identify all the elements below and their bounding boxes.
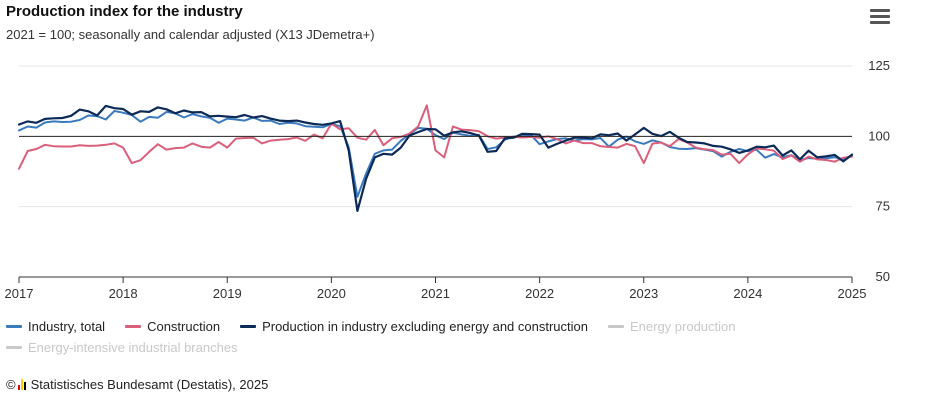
legend-item-energy-production[interactable]: Energy production (607, 318, 736, 334)
x-tick-label: 2023 (629, 286, 658, 301)
legend-label: Production in industry excluding energy … (262, 318, 588, 334)
destatis-logo-icon (17, 379, 27, 390)
logo-bar (17, 385, 20, 390)
source-text[interactable]: Statistisches Bundesamt (Destatis), 2025 (30, 377, 269, 392)
legend-swatch (6, 345, 22, 349)
copyright-symbol: © (6, 377, 16, 392)
x-tick-label: 2018 (109, 286, 138, 301)
legend-row: Industry, total Construction Production … (6, 316, 906, 336)
legend-swatch (240, 324, 257, 328)
legend-swatch (125, 324, 142, 328)
x-tick-label: 2017 (5, 286, 34, 301)
y-tick-label: 125 (868, 58, 890, 73)
y-tick-label: 100 (868, 128, 890, 143)
chart-title: Production index for the industry (6, 3, 243, 20)
chart-subtitle: 2021 = 100; seasonally and calendar adju… (6, 27, 375, 42)
legend-swatch (6, 324, 22, 328)
legend-item-industry-excl-energy-construction[interactable]: Production in industry excluding energy … (240, 319, 588, 334)
y-tick-label: 75 (876, 199, 890, 214)
x-tick-label: 2020 (317, 286, 346, 301)
menu-bar (870, 9, 890, 12)
source-credit: © Statistisches Bundesamt (Destatis), 20… (6, 377, 268, 392)
y-tick-label: 50 (876, 269, 890, 284)
x-tick-label: 2021 (421, 286, 450, 301)
logo-bar (20, 379, 23, 390)
legend-label: Industry, total (28, 318, 106, 334)
legend-item-construction[interactable]: Construction (125, 319, 220, 334)
x-tick-label: 2022 (525, 286, 554, 301)
x-tick-label: 2024 (733, 286, 762, 301)
x-tick-label: 2025 (838, 286, 867, 301)
hamburger-menu-icon[interactable] (870, 9, 890, 25)
legend-label: Energy production (629, 318, 736, 334)
x-tick-label: 2019 (213, 286, 242, 301)
menu-bar (870, 21, 890, 24)
series-line-construction (18, 104, 853, 170)
logo-bar (23, 382, 26, 390)
chart-legend: Industry, total Construction Production … (6, 316, 906, 358)
legend-label: Energy-intensive industrial branches (28, 339, 238, 355)
line-chart: 50 75 100 125 2017 2018 2019 2020 2021 2022 2023 20… (5, 58, 890, 301)
legend-row: Energy-intensive industrial branches (6, 337, 906, 357)
menu-bar (870, 15, 890, 18)
legend-swatch (607, 324, 624, 328)
legend-item-energy-intensive-branches[interactable]: Energy-intensive industrial branches (6, 340, 238, 355)
legend-label: Construction (147, 318, 221, 334)
legend-item-industry-total[interactable]: Industry, total (6, 319, 105, 334)
series-line-industry-excl-energy-construction (17, 104, 854, 212)
